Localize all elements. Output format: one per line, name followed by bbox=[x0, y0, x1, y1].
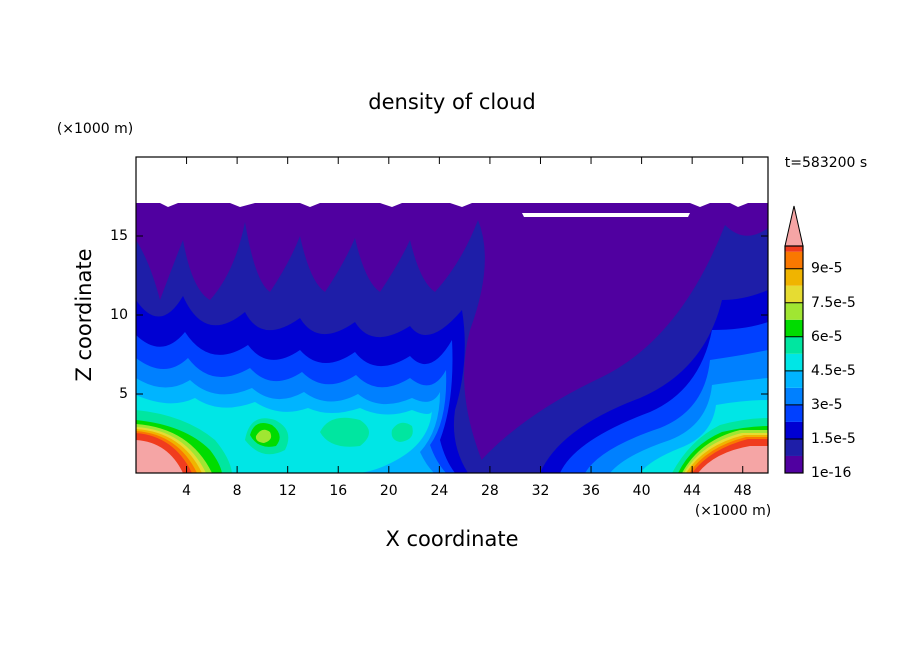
y-axis-label: Z coordinate bbox=[72, 248, 96, 381]
time-label: t=583200 s bbox=[785, 155, 867, 171]
x-tick-label: 16 bbox=[329, 483, 347, 499]
colorbar-tick-label: 4.5e-5 bbox=[811, 363, 856, 379]
colorbar-band bbox=[785, 302, 803, 320]
colorbar-band bbox=[785, 353, 803, 371]
y-tick-label: 10 bbox=[110, 307, 128, 323]
colorbar-band bbox=[785, 319, 803, 337]
colorbar-band bbox=[785, 370, 803, 388]
y-unit: (×1000 m) bbox=[57, 121, 133, 137]
x-tick-label: 32 bbox=[532, 483, 550, 499]
x-unit: (×1000 m) bbox=[695, 503, 771, 519]
x-tick-label: 36 bbox=[582, 483, 600, 499]
colorbar-tick-label: 6e-5 bbox=[811, 329, 842, 345]
colorbar-tick-label: 9e-5 bbox=[811, 261, 842, 277]
x-tick-label: 8 bbox=[233, 483, 242, 499]
x-axis-label: X coordinate bbox=[385, 527, 518, 551]
colorbar-band bbox=[785, 268, 803, 286]
contour-region-over bbox=[136, 440, 768, 473]
x-tick-label: 28 bbox=[481, 483, 499, 499]
x-tick-label: 44 bbox=[683, 483, 701, 499]
x-tick-label: 40 bbox=[633, 483, 651, 499]
y-tick-label: 5 bbox=[119, 386, 128, 402]
colorbar-band bbox=[785, 285, 803, 303]
colorbar-band bbox=[785, 246, 803, 252]
colorbar-tick-label: 1e-16 bbox=[811, 465, 851, 481]
x-tick-label: 24 bbox=[430, 483, 448, 499]
y-tick-label: 15 bbox=[110, 228, 128, 244]
x-tick-label: 12 bbox=[279, 483, 297, 499]
x-tick-label: 20 bbox=[380, 483, 398, 499]
x-tick-label: 48 bbox=[734, 483, 752, 499]
colorbar-tick-label: 7.5e-5 bbox=[811, 295, 856, 311]
colorbar-tick-label: 1.5e-5 bbox=[811, 431, 856, 447]
contour-field bbox=[136, 203, 768, 473]
colorbar-band bbox=[785, 387, 803, 405]
colorbar-band bbox=[785, 336, 803, 354]
colorbar-band bbox=[785, 404, 803, 422]
colorbar-over bbox=[784, 205, 804, 247]
chart-title: density of cloud bbox=[368, 90, 535, 114]
colorbar-band bbox=[785, 438, 803, 456]
contour-region bbox=[136, 395, 768, 473]
colorbar-tick-label: 3e-5 bbox=[811, 397, 842, 413]
colorbar-band bbox=[785, 421, 803, 439]
colorbar-band bbox=[785, 251, 803, 269]
x-tick-label: 4 bbox=[182, 483, 191, 499]
colorbar-band bbox=[785, 455, 803, 473]
